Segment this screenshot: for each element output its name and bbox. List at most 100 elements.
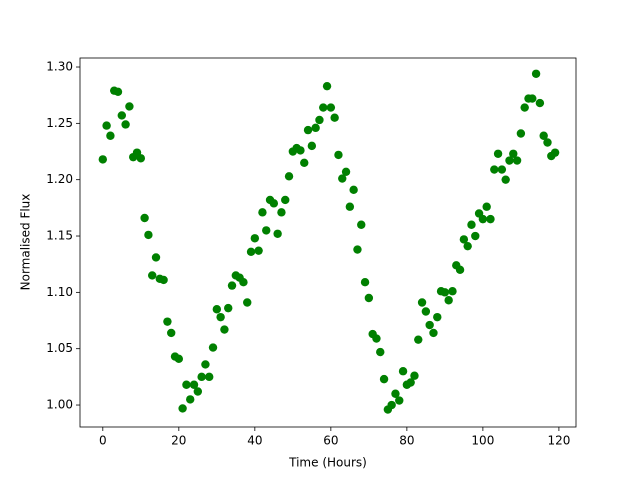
point xyxy=(357,220,366,229)
point xyxy=(376,347,385,357)
point xyxy=(136,154,146,163)
point xyxy=(459,235,469,244)
point xyxy=(360,278,370,287)
point xyxy=(338,174,347,183)
point xyxy=(471,231,480,241)
point xyxy=(372,334,381,343)
point xyxy=(182,380,191,389)
x-tick-label: 0 xyxy=(99,434,107,448)
point xyxy=(391,389,400,398)
point xyxy=(493,149,503,158)
point xyxy=(201,360,210,369)
point xyxy=(425,320,434,330)
point xyxy=(535,98,545,108)
point xyxy=(117,111,127,120)
y-tick-label: 1.10 xyxy=(46,285,73,299)
y-axis-label: Normalised Flux xyxy=(19,194,33,291)
point xyxy=(311,123,320,133)
point xyxy=(353,245,362,254)
point xyxy=(148,271,157,280)
x-tick-label: 20 xyxy=(171,434,186,448)
x-axis-label: Time (Hours) xyxy=(288,456,367,470)
point xyxy=(174,354,184,364)
point xyxy=(296,146,305,155)
point xyxy=(281,195,290,205)
x-tick-label: 80 xyxy=(399,434,414,448)
point xyxy=(490,165,499,174)
point xyxy=(167,328,176,338)
point xyxy=(300,158,309,167)
point xyxy=(349,185,358,195)
point xyxy=(315,115,324,125)
point xyxy=(284,172,294,181)
plot-frame xyxy=(79,57,577,428)
point xyxy=(455,265,465,275)
point xyxy=(322,81,332,91)
point xyxy=(440,288,450,297)
point xyxy=(528,94,537,103)
point xyxy=(258,208,267,217)
x-tick-label: 120 xyxy=(547,434,570,448)
point xyxy=(307,141,317,151)
point xyxy=(497,165,507,174)
point xyxy=(197,372,206,382)
point xyxy=(478,214,488,224)
point xyxy=(189,380,199,389)
point xyxy=(410,371,419,380)
point xyxy=(509,149,518,158)
point xyxy=(262,226,271,235)
point xyxy=(330,113,339,122)
point xyxy=(273,229,282,238)
point xyxy=(505,156,514,165)
point xyxy=(326,103,336,112)
point xyxy=(269,199,279,208)
point xyxy=(334,150,343,160)
point xyxy=(254,246,263,255)
point xyxy=(395,396,404,405)
point xyxy=(516,129,526,138)
point xyxy=(250,234,260,243)
point xyxy=(121,120,130,129)
x-tick-label: 40 xyxy=(247,434,262,448)
point xyxy=(444,296,453,305)
point xyxy=(246,247,256,256)
point xyxy=(239,278,248,287)
y-tick-label: 1.00 xyxy=(46,398,73,412)
y-tick-label: 1.05 xyxy=(46,341,73,355)
point xyxy=(163,317,172,326)
y-tick-label: 1.20 xyxy=(46,172,73,186)
point xyxy=(486,214,495,224)
point xyxy=(364,293,374,303)
y-tick-label: 1.15 xyxy=(46,229,73,243)
point xyxy=(208,343,218,352)
point xyxy=(178,404,187,413)
point xyxy=(113,87,123,97)
point xyxy=(212,305,222,314)
point xyxy=(224,303,233,313)
point xyxy=(193,387,203,396)
point xyxy=(417,298,427,307)
point xyxy=(520,103,529,112)
y-tick-label: 1.25 xyxy=(46,116,73,130)
point xyxy=(345,202,355,211)
point xyxy=(539,131,548,140)
y-tick-label: 1.30 xyxy=(46,60,73,74)
point xyxy=(303,125,313,135)
x-tick-label: 60 xyxy=(323,434,338,448)
point xyxy=(144,230,153,240)
point xyxy=(387,400,396,410)
point xyxy=(406,378,415,387)
point xyxy=(243,298,252,307)
point xyxy=(543,138,552,147)
point xyxy=(106,131,115,140)
point xyxy=(205,372,214,382)
point xyxy=(512,156,522,165)
point xyxy=(125,102,134,111)
point xyxy=(398,367,408,376)
point xyxy=(448,287,457,296)
point xyxy=(319,103,328,112)
point xyxy=(501,175,510,184)
point xyxy=(467,220,476,229)
point xyxy=(227,281,237,290)
